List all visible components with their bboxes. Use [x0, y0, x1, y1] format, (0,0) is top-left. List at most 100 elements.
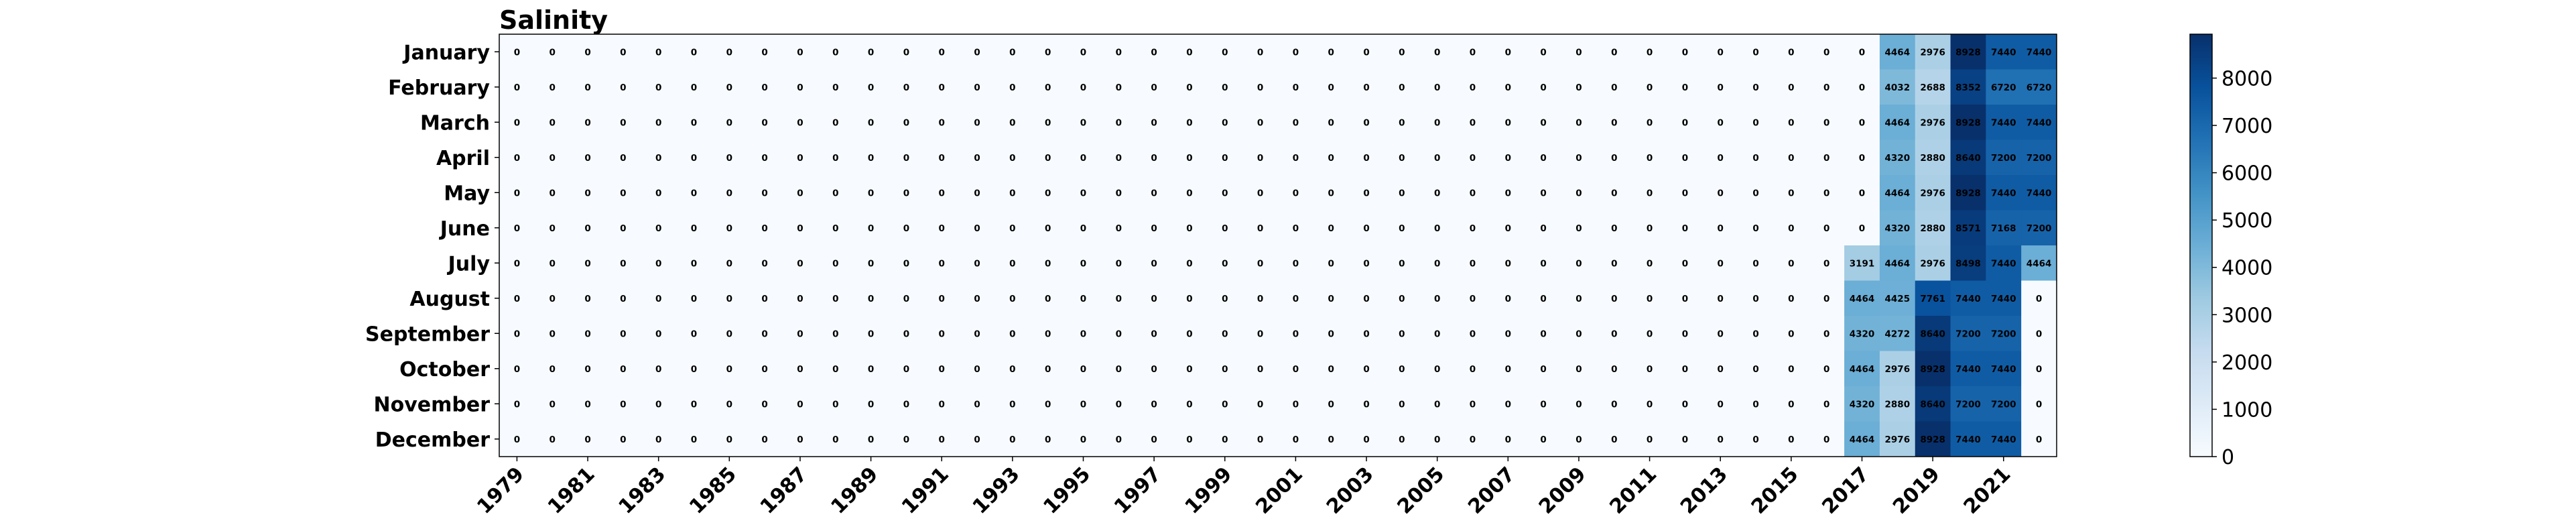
cell-value-label: 0	[691, 294, 697, 304]
heatmap-cell	[1136, 351, 1173, 387]
cell-value-label: 0	[868, 364, 874, 375]
colorbar-tick-label: 1000	[2221, 398, 2272, 422]
heatmap-cell	[1100, 139, 1137, 176]
heatmap-cell	[1702, 139, 1739, 176]
heatmap-cell	[747, 386, 783, 422]
cell-value-label: 0	[1752, 153, 1758, 164]
cell-value-label: 0	[1080, 82, 1086, 93]
cell-value-label: 0	[1009, 188, 1015, 198]
cell-value-label: 0	[584, 399, 590, 410]
heatmap-cell	[1066, 421, 1102, 457]
heatmap-cell	[1030, 34, 1066, 70]
heatmap-cell	[853, 175, 889, 211]
heatmap-cell	[711, 139, 748, 176]
cell-value-label: 0	[1682, 258, 1688, 269]
cell-value-label: 0	[1540, 364, 1546, 375]
heatmap-cell	[2021, 316, 2057, 351]
heatmap-cell	[1561, 105, 1597, 140]
cell-value-label: 4272	[1885, 329, 1911, 339]
cell-value-label: 0	[1682, 223, 1688, 234]
cell-value-label: 0	[1505, 223, 1511, 234]
heatmap-cell	[1525, 280, 1562, 316]
heatmap-cell	[1171, 421, 1208, 457]
cell-value-label: 2880	[1885, 399, 1911, 410]
cell-value-label: 0	[550, 47, 556, 58]
heatmap-cell	[711, 386, 748, 422]
heatmap-cell	[853, 139, 889, 176]
cell-value-label: 8640	[1955, 153, 1981, 164]
cell-value-label: 0	[1505, 434, 1511, 445]
heatmap-cell	[923, 386, 960, 422]
cell-value-label: 0	[1399, 329, 1405, 339]
cell-value-label: 0	[761, 47, 767, 58]
cell-value-label: 0	[1575, 223, 1582, 234]
cell-value-label: 0	[1505, 329, 1511, 339]
year-label: 1993	[968, 463, 1025, 519]
heatmap-cell	[1773, 351, 1809, 387]
cell-value-label: 0	[1823, 399, 1829, 410]
heatmap-cell	[641, 351, 677, 387]
cell-value-label: 0	[620, 153, 626, 164]
cell-value-label: 0	[1151, 117, 1157, 128]
cell-value-label: 0	[691, 47, 697, 58]
cell-value-label: 0	[1293, 364, 1299, 375]
heatmap-cell	[1667, 69, 1703, 105]
heatmap-cell	[1419, 69, 1456, 105]
heatmap-cell	[499, 316, 535, 351]
cell-value-label: 0	[939, 399, 945, 410]
cell-value-label: 0	[1752, 258, 1758, 269]
cell-value-label: 0	[939, 153, 945, 164]
heatmap-cell	[1278, 351, 1314, 387]
cell-value-label: 0	[1788, 364, 1794, 375]
heatmap-cell	[1702, 280, 1739, 316]
cell-value-label: 0	[1293, 329, 1299, 339]
cell-value-label: 0	[691, 434, 697, 445]
cell-value-label: 0	[1186, 47, 1192, 58]
cell-value-label: 0	[1611, 188, 1617, 198]
cell-value-label: 0	[832, 82, 838, 93]
heatmap-cell	[676, 210, 712, 246]
cell-value-label: 0	[2036, 294, 2042, 304]
heatmap-cell	[1384, 245, 1420, 281]
cell-value-label: 0	[584, 47, 590, 58]
cell-value-label: 2976	[1920, 188, 1945, 198]
cell-value-label: 0	[514, 188, 520, 198]
heatmap-cell	[818, 386, 854, 422]
heatmap-cell	[1419, 175, 1456, 211]
heatmap-cell	[1561, 175, 1597, 211]
cell-value-label: 7440	[1991, 117, 2016, 128]
cell-value-label: 0	[1788, 47, 1794, 58]
heatmap-cell	[570, 175, 606, 211]
cell-value-label: 0	[832, 223, 838, 234]
heatmap-cell	[676, 421, 712, 457]
cell-value-label: 0	[1540, 329, 1546, 339]
cell-value-label: 0	[655, 117, 661, 128]
heatmap-cell	[1171, 210, 1208, 246]
cell-value-label: 0	[1505, 117, 1511, 128]
cell-value-label: 0	[514, 153, 520, 164]
heatmap-cell	[1773, 69, 1809, 105]
heatmap-cell	[1844, 316, 1880, 351]
cell-value-label: 0	[1009, 364, 1015, 375]
cell-value-label: 0	[1222, 188, 1228, 198]
cell-value-label: 0	[1434, 399, 1440, 410]
heatmap-cell	[889, 69, 925, 105]
cell-value-label: 0	[550, 364, 556, 375]
cell-value-label: 0	[1009, 294, 1015, 304]
heatmap-cell	[570, 210, 606, 246]
cell-value-label: 0	[550, 329, 556, 339]
heatmap-cell	[499, 175, 535, 211]
heatmap-cell	[676, 34, 712, 70]
heatmap-cell	[2021, 386, 2057, 422]
cell-value-label: 0	[1718, 47, 1724, 58]
heatmap-cell	[1702, 210, 1739, 246]
cell-value-label: 0	[1647, 47, 1653, 58]
heatmap-cell	[1596, 316, 1632, 351]
year-label: 1999	[1181, 463, 1237, 519]
heatmap-cell	[1100, 34, 1137, 70]
cell-value-label: 8928	[1955, 188, 1981, 198]
cell-value-label: 0	[726, 294, 732, 304]
cell-value-label: 0	[514, 117, 520, 128]
cell-value-label: 0	[550, 153, 556, 164]
cell-value-label: 2976	[1885, 364, 1911, 375]
